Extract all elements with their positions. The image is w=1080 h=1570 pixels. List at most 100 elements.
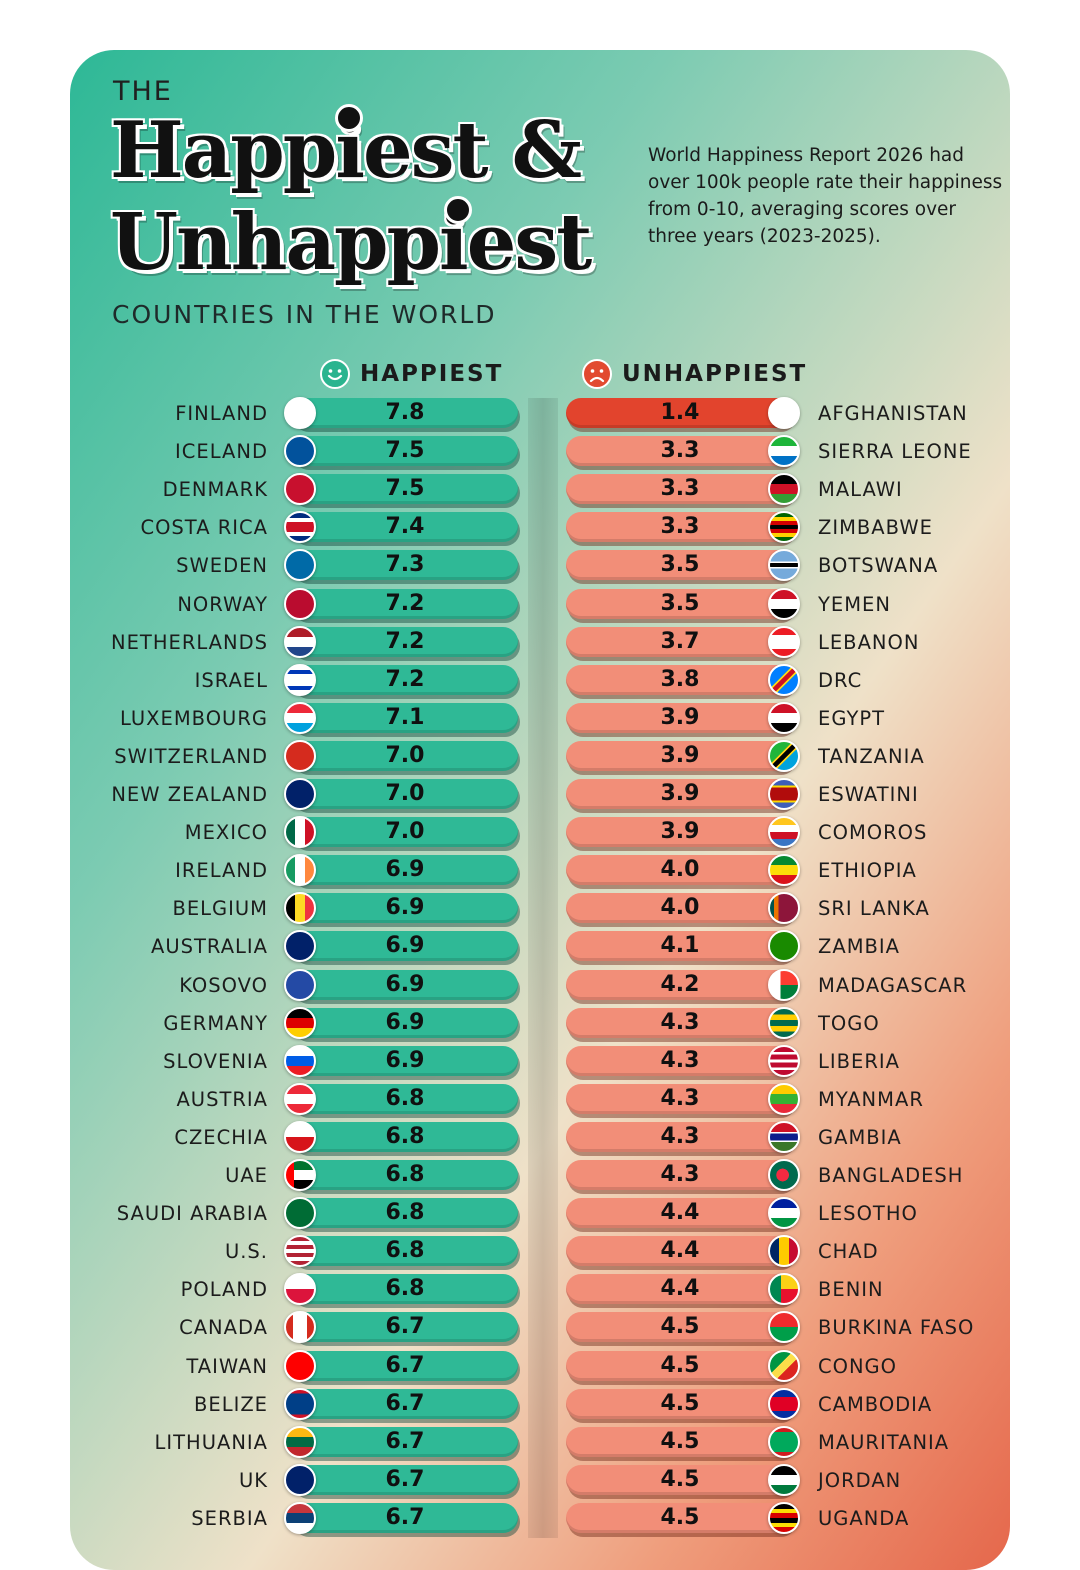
- happy-score-value: 7.0: [385, 819, 425, 845]
- unhappy-score-bar: 4.0: [566, 855, 794, 886]
- unhappy-score-bar: 4.4: [566, 1236, 794, 1267]
- unhappy-score-value: 4.4: [660, 1238, 700, 1264]
- unhappy-country-name: BURKINA FASO: [818, 1316, 975, 1340]
- happy-score-value: 6.7: [385, 1314, 425, 1340]
- happy-country-name: NETHERLANDS: [111, 630, 268, 654]
- happy-country-name: SERBIA: [191, 1506, 268, 1530]
- happy-score-bar: 6.7: [292, 1312, 518, 1343]
- happy-score-bar: 7.8: [292, 398, 518, 428]
- happy-country-name: LUXEMBOURG: [120, 706, 268, 730]
- poland-flag-icon: [284, 1273, 316, 1306]
- happy-score-bar: 6.8: [292, 1236, 518, 1267]
- unhappy-score-value: 3.5: [660, 552, 700, 578]
- unhappy-country-name: UGANDA: [818, 1506, 910, 1530]
- happy-score-value: 7.2: [385, 590, 425, 616]
- smile-icon: [320, 359, 350, 389]
- happy-score-value: 6.7: [385, 1504, 425, 1530]
- unhappy-country-name: ZIMBABWE: [818, 516, 933, 540]
- serbia-flag-icon: [284, 1501, 316, 1534]
- belgium-flag-icon: [284, 892, 316, 925]
- unhappy-score-value: 4.0: [660, 895, 700, 921]
- yemen-flag-icon: [768, 587, 800, 620]
- happy-score-value: 7.2: [385, 628, 425, 654]
- sri-lanka-flag-icon: [768, 892, 800, 925]
- unhappy-score-bar: 3.9: [566, 740, 794, 771]
- unhappy-score-value: 4.1: [660, 933, 700, 959]
- happy-country-name: MEXICO: [184, 821, 268, 845]
- happy-score-value: 6.8: [385, 1238, 425, 1264]
- happy-country-name: ICELAND: [175, 440, 268, 464]
- happy-score-bar: 7.1: [292, 702, 518, 733]
- unhappy-score-bar: 4.2: [566, 969, 794, 1000]
- unhappy-score-bar: 4.5: [566, 1388, 794, 1419]
- congo-flag-icon: [768, 1349, 800, 1382]
- costa-rica-flag-icon: [284, 511, 316, 544]
- unhappy-score-value: 4.3: [660, 1047, 700, 1073]
- happy-score-bar: 6.9: [292, 931, 518, 962]
- unhappy-score-bar: 3.9: [566, 779, 794, 809]
- comoros-flag-icon: [768, 816, 800, 849]
- bangladesh-flag-icon: [768, 1159, 800, 1191]
- happy-score-bar: 6.8: [292, 1198, 518, 1229]
- us-flag-icon: [284, 1235, 316, 1268]
- center-divider: [528, 398, 558, 1538]
- australia-flag-icon: [284, 930, 316, 963]
- unhappy-score-value: 3.8: [660, 666, 700, 692]
- happy-score-value: 7.2: [385, 666, 425, 692]
- unhappy-score-bar: 4.5: [566, 1350, 794, 1381]
- unhappy-score-bar: 3.5: [566, 588, 794, 619]
- unhappy-country-name: EGYPT: [818, 706, 886, 730]
- belize-flag-icon: [284, 1387, 316, 1420]
- afghanistan-flag-icon: [768, 397, 800, 429]
- unhappy-score-bar: 1.4: [566, 398, 794, 428]
- unhappy-score-bar: 4.0: [566, 893, 794, 924]
- table-row: CANADA 6.7 4.5 BURKINA FASO: [0, 1311, 1080, 1345]
- table-row: POLAND 6.8 4.4 BENIN: [0, 1273, 1080, 1307]
- unhappy-score-bar: 4.5: [566, 1426, 794, 1457]
- happy-score-value: 6.7: [385, 1428, 425, 1454]
- unhappy-score-value: 3.3: [660, 438, 700, 464]
- table-row: BELIZE 6.7 4.5 CAMBODIA: [0, 1387, 1080, 1422]
- happy-score-bar: 6.9: [292, 1045, 518, 1076]
- table-row: SLOVENIA 6.9 4.3 LIBERIA: [0, 1044, 1080, 1079]
- happy-country-name: POLAND: [180, 1278, 268, 1302]
- table-row: GERMANY 6.9 4.3 TOGO: [0, 1006, 1080, 1041]
- happy-score-bar: 7.3: [292, 550, 518, 581]
- happy-country-name: LITHUANIA: [154, 1430, 268, 1454]
- unhappy-country-name: BOTSWANA: [818, 554, 939, 578]
- happy-country-name: CANADA: [179, 1316, 268, 1340]
- happy-score-value: 6.7: [385, 1390, 425, 1416]
- unhappy-country-name: COMOROS: [818, 821, 928, 845]
- table-row: U.S. 6.8 4.4 CHAD: [0, 1235, 1080, 1269]
- happy-country-name: NEW ZEALAND: [111, 783, 268, 806]
- happy-country-name: U.S.: [224, 1240, 268, 1264]
- unhappy-score-bar: 3.9: [566, 702, 794, 733]
- happy-score-bar: 6.7: [292, 1502, 518, 1533]
- canada-flag-icon: [284, 1311, 316, 1344]
- happy-score-bar: 6.9: [292, 1007, 518, 1038]
- unhappy-country-name: GAMBIA: [818, 1125, 902, 1149]
- table-row: FINLAND 7.8 1.4 AFGHANISTAN: [0, 397, 1080, 431]
- table-row: LITHUANIA 6.7 4.5 MAURITANIA: [0, 1425, 1080, 1460]
- unhappy-score-bar: 4.3: [566, 1083, 794, 1114]
- happy-score-value: 6.7: [385, 1352, 425, 1378]
- finland-flag-icon: [284, 397, 316, 429]
- eswatini-flag-icon: [768, 778, 800, 810]
- unhappy-score-bar: 3.3: [566, 436, 794, 467]
- happiest-label: HAPPIEST: [360, 361, 504, 387]
- uae-flag-icon: [284, 1159, 316, 1191]
- czechia-flag-icon: [284, 1120, 316, 1153]
- happy-score-value: 7.5: [385, 438, 425, 464]
- sierra-leone-flag-icon: [768, 435, 800, 468]
- unhappy-country-name: BANGLADESH: [818, 1164, 964, 1187]
- table-row: ICELAND 7.5 3.3 SIERRA LEONE: [0, 435, 1080, 469]
- unhappy-score-bar: 3.5: [566, 550, 794, 581]
- happy-score-bar: 6.8: [292, 1121, 518, 1152]
- unhappy-country-name: TANZANIA: [818, 744, 925, 768]
- happy-country-name: FINLAND: [175, 402, 268, 425]
- happy-score-value: 7.3: [385, 552, 425, 578]
- happy-score-value: 6.8: [385, 1200, 425, 1226]
- unhappy-score-value: 1.4: [660, 400, 700, 425]
- luxembourg-flag-icon: [284, 701, 316, 734]
- infographic-card: [70, 50, 1010, 1570]
